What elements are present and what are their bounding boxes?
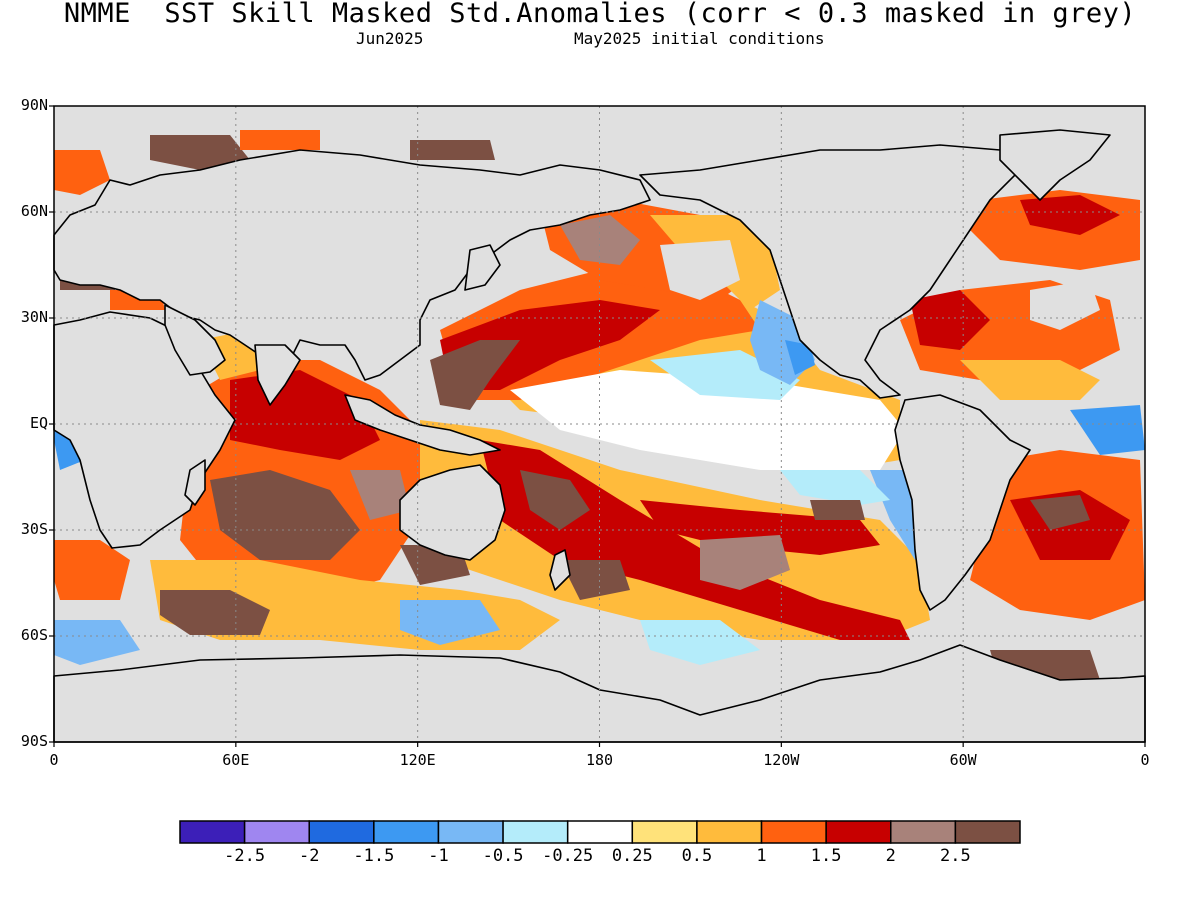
anomaly-region <box>810 500 865 520</box>
anomaly-region <box>350 470 410 520</box>
anomaly-region <box>700 535 790 590</box>
colorbar-swatch <box>566 820 634 844</box>
colorbar-swatch <box>631 820 698 844</box>
colorbar <box>179 820 1021 844</box>
anomaly-region <box>640 620 760 665</box>
anomaly-region <box>410 140 495 160</box>
peninsula-india <box>254 344 301 406</box>
islands-indonesia <box>344 394 501 456</box>
anomaly-region <box>560 215 640 265</box>
colorbar-label: 0.5 <box>681 846 713 866</box>
colorbar-label: -0.5 <box>482 846 524 866</box>
longitude-label: 60W <box>949 751 977 769</box>
colorbar-swatch <box>437 820 504 844</box>
latitude-label: 60S <box>20 626 48 644</box>
graticule <box>54 106 1145 742</box>
longitude-label: 120E <box>399 751 436 769</box>
anomaly-region <box>400 600 500 645</box>
colorbar-label: -1 <box>428 846 449 866</box>
axis-ticks <box>49 105 1146 747</box>
continent-antarctica <box>53 644 1146 743</box>
anomaly-region <box>960 360 1100 400</box>
latitude-label: 60N <box>20 202 48 220</box>
peninsula-arabia <box>164 304 226 376</box>
colorbar-swatch <box>179 820 246 844</box>
anomaly-region <box>510 370 905 470</box>
anomaly-region <box>210 470 360 560</box>
target-month-label: Jun2025 <box>356 29 424 48</box>
longitude-label: 0 <box>49 751 59 769</box>
colorbar-label: 2 <box>885 846 896 866</box>
latitude-label: 30N <box>20 308 48 326</box>
colorbar-swatch <box>502 820 569 844</box>
anomaly-region <box>520 470 590 530</box>
colorbar-swatch <box>373 820 440 844</box>
continent-south-america <box>894 394 1031 611</box>
longitude-label: 180 <box>585 751 614 769</box>
colorbar-label: -0.25 <box>542 846 594 866</box>
anomaly-region <box>150 135 250 170</box>
colorbar-label: -2.5 <box>224 846 266 866</box>
anomaly-region <box>54 150 110 195</box>
anomaly-region <box>54 620 140 665</box>
colorbar-label: 0.25 <box>611 846 653 866</box>
colorbar-label: 1 <box>756 846 767 866</box>
latitude-label: EQ <box>29 414 48 432</box>
continent-australia <box>399 464 506 561</box>
island-madagascar <box>184 459 206 506</box>
colorbar-label: -1.5 <box>353 846 395 866</box>
coastlines <box>53 129 1146 743</box>
colorbar-label: 1.5 <box>810 846 842 866</box>
anomaly-region <box>160 590 270 635</box>
longitude-label: 0 <box>1140 751 1150 769</box>
anomaly-region <box>1030 495 1090 530</box>
anomaly-region <box>480 440 910 640</box>
latitude-label: 90N <box>20 96 48 114</box>
longitude-label: 120W <box>763 751 800 769</box>
colorbar-swatch <box>825 820 892 844</box>
anomaly-field <box>54 130 1145 685</box>
anomaly-region <box>780 470 890 505</box>
map-title: NMME SST Skill Masked Std.Anomalies (cor… <box>63 0 1137 29</box>
anomaly-region <box>1030 280 1100 330</box>
latitude-label: 30S <box>20 520 48 538</box>
anomaly-region <box>240 130 320 150</box>
latitude-label: 90S <box>20 732 48 750</box>
colorbar-swatch <box>954 820 1021 844</box>
colorbar-label: 2.5 <box>940 846 971 866</box>
longitude-label: 60E <box>222 751 250 769</box>
anomaly-region <box>785 340 815 375</box>
initial-conditions-label: May2025 initial conditions <box>574 29 825 48</box>
colorbar-swatch <box>696 820 763 844</box>
anomaly-region <box>660 240 740 300</box>
colorbar-swatch <box>760 820 827 844</box>
continent-north-america <box>639 144 1021 399</box>
anomaly-region <box>640 500 880 555</box>
anomaly-region <box>1070 405 1145 455</box>
colorbar-swatch <box>890 820 957 844</box>
colorbar-label: -2 <box>298 846 320 866</box>
anomaly-region <box>560 560 630 600</box>
anomaly-region <box>1020 195 1120 235</box>
island-greenland <box>999 129 1111 201</box>
island-japan <box>464 244 501 291</box>
colorbar-swatch <box>243 820 310 844</box>
anomaly-region <box>910 290 990 350</box>
island-new-zealand <box>549 549 571 591</box>
colorbar-swatch <box>308 820 375 844</box>
anomaly-region <box>430 340 520 410</box>
anomaly-region <box>54 540 130 600</box>
